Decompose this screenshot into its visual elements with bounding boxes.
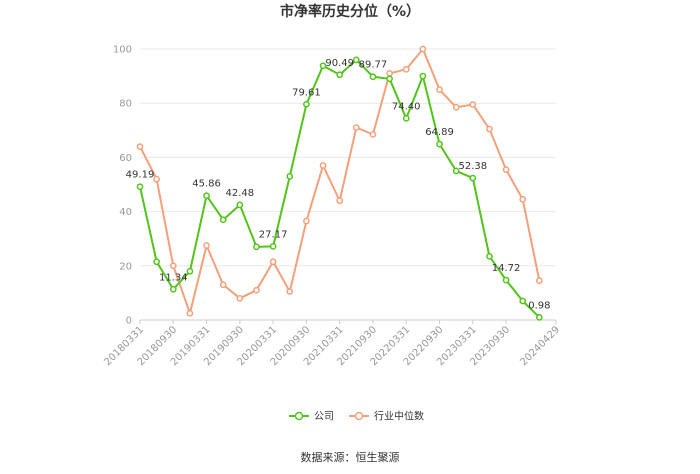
data-point xyxy=(452,167,460,175)
data-point xyxy=(319,162,327,169)
data-point xyxy=(352,56,360,64)
data-point xyxy=(186,309,194,317)
legend-item-company[interactable]: 公司 xyxy=(289,412,334,423)
data-label: 42.48 xyxy=(226,188,255,199)
data-point xyxy=(536,313,543,321)
data-label: 14.72 xyxy=(492,263,521,274)
data-point xyxy=(419,45,427,53)
data-point xyxy=(336,197,344,205)
x-tick-label: 20240429 xyxy=(518,324,562,368)
x-axis: 2018033120180930201903312019093020200331… xyxy=(102,320,562,368)
data-point xyxy=(502,276,510,284)
data-point xyxy=(236,294,244,302)
data-point xyxy=(502,166,510,173)
data-point xyxy=(136,143,144,150)
legend-label: 行业中位数 xyxy=(374,410,424,423)
data-point xyxy=(186,267,194,275)
data-point xyxy=(402,65,410,73)
data-point xyxy=(519,196,527,203)
legend[interactable]: 公司 行业中位数 xyxy=(289,410,424,423)
data-point xyxy=(436,140,443,148)
y-tick-label: 40 xyxy=(119,207,132,218)
data-labels: 49.19 11.34 45.86 42.48 27.17 79.61 90.49 89.77… xyxy=(126,58,551,312)
data-point xyxy=(269,243,277,250)
data-point xyxy=(236,201,244,209)
data-point xyxy=(336,71,344,79)
data-point xyxy=(469,101,477,108)
data-label: 0.98 xyxy=(528,300,550,311)
data-point xyxy=(419,72,427,80)
data-point xyxy=(269,258,277,266)
data-label: 27.17 xyxy=(259,229,288,240)
data-point xyxy=(253,286,260,294)
y-tick-label: 20 xyxy=(119,261,132,272)
data-point xyxy=(303,100,310,108)
data-point xyxy=(253,243,260,251)
data-point xyxy=(319,62,327,70)
data-point xyxy=(286,288,294,295)
data-point xyxy=(402,115,410,122)
data-label: 45.86 xyxy=(192,179,221,190)
data-label: 89.77 xyxy=(359,60,388,71)
chart-title: 市净率历史分位（%） xyxy=(280,3,420,20)
legend-swatch-marker xyxy=(294,411,304,421)
data-point xyxy=(386,75,393,83)
y-axis: 0 20 40 60 80 100 xyxy=(113,45,132,327)
data-point xyxy=(136,183,144,191)
data-label: 49.19 xyxy=(126,170,155,181)
data-point xyxy=(169,285,177,293)
grid xyxy=(140,48,556,321)
data-label: 90.49 xyxy=(325,58,354,69)
data-label: 11.34 xyxy=(159,272,188,283)
y-tick-label: 60 xyxy=(119,153,132,164)
data-point xyxy=(519,297,527,305)
data-label: 64.89 xyxy=(425,127,454,138)
data-point xyxy=(286,173,294,180)
legend-swatch-marker xyxy=(354,411,364,421)
y-tick-label: 80 xyxy=(119,99,132,110)
data-label: 74.40 xyxy=(392,101,421,112)
data-point xyxy=(386,70,393,77)
data-point xyxy=(469,174,477,182)
y-tick-label: 0 xyxy=(126,316,132,327)
legend-label: 公司 xyxy=(314,412,334,423)
source-text: 数据来源：恒生聚源 xyxy=(301,450,400,464)
data-point xyxy=(436,86,443,94)
data-point xyxy=(303,217,310,225)
data-point xyxy=(203,242,210,249)
data-point xyxy=(352,124,360,131)
data-point xyxy=(536,277,543,285)
data-point xyxy=(369,73,377,81)
data-point xyxy=(203,192,210,200)
legend-item-industry-median[interactable]: 行业中位数 xyxy=(349,410,424,423)
series-group xyxy=(136,45,543,321)
data-point xyxy=(486,125,493,133)
data-point xyxy=(219,281,227,289)
data-label: 79.61 xyxy=(292,87,321,98)
data-point xyxy=(153,175,160,183)
data-point xyxy=(452,103,460,111)
series-industry-median xyxy=(136,45,543,317)
y-tick-label: 100 xyxy=(113,45,132,56)
data-point xyxy=(153,258,160,266)
data-point xyxy=(169,262,177,270)
data-label: 52.38 xyxy=(458,161,487,172)
series-company xyxy=(136,56,543,321)
data-point xyxy=(369,131,377,138)
data-point xyxy=(486,252,493,260)
data-point xyxy=(219,216,227,224)
